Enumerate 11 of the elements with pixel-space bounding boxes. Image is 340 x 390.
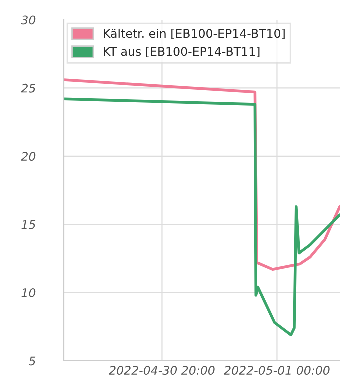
line-series (64, 98, 340, 336)
y-tick-label: 30 (21, 16, 36, 25)
y-tick-label: 5 (28, 356, 36, 366)
y-tick-label: 20 (21, 152, 36, 162)
x-tick-label: 2022-04-30 20:00 (109, 366, 215, 375)
x-tick-label: 2022-05-01 00:00 (224, 366, 330, 375)
legend-label: Kältetr. ein [EB100-EP14-BT10] (104, 28, 285, 40)
legend-label: KT aus [EB100-EP14-BT11] (104, 47, 260, 58)
y-tick-label: 10 (22, 288, 36, 298)
y-tick-label: 15 (22, 220, 36, 230)
y-tick-label: 25 (21, 84, 36, 93)
